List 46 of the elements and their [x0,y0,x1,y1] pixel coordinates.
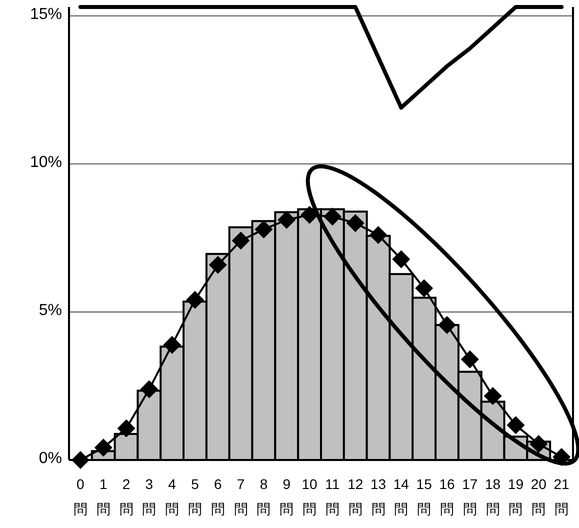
point [530,435,548,454]
point [392,250,410,268]
point [438,316,456,334]
point [163,336,182,354]
point [94,438,112,457]
point [484,387,502,406]
x-tick-label: 19問 [507,475,524,519]
y-tick-label: 5% [38,302,62,320]
x-tick-label: 11問 [324,475,341,519]
point [460,350,479,368]
point [232,232,250,250]
x-tick-label: 15問 [416,475,433,519]
point [415,279,434,298]
point [186,290,204,309]
point [254,220,273,238]
point [323,208,342,226]
x-tick-label: 12問 [346,475,364,519]
x-tick-label: 5問 [186,475,203,519]
x-tick-label: 20問 [530,475,548,519]
x-tick-label: 10問 [301,475,318,519]
x-tick-label: 3問 [141,475,158,519]
y-tick-label: 0% [38,450,62,468]
x-tick-label: 4問 [164,475,180,519]
x-tick-label: 6問 [210,475,226,519]
point [140,380,158,398]
x-tick-label: 2問 [118,475,134,519]
line-series [78,5,564,110]
x-tick-label: 16問 [438,475,456,519]
x-tick-label: 18問 [484,475,502,519]
point [506,416,525,434]
point [369,226,388,244]
x-tick-label: 14問 [392,475,410,519]
x-tick-label: 9問 [278,475,295,519]
x-tick-label: 8問 [256,475,272,519]
y-tick-label: 15% [28,6,62,24]
x-tick-label: 13問 [370,475,387,519]
x-tick-label: 21問 [553,475,570,519]
y-tick-label: 10% [28,154,62,172]
point [208,256,227,274]
point [278,210,296,229]
point [117,419,136,438]
x-tick-label: 17問 [461,475,478,519]
x-tick-label: 7問 [232,475,249,519]
x-tick-label: 0問 [72,475,88,519]
x-tick-label: 1問 [95,475,112,519]
point [346,214,364,232]
